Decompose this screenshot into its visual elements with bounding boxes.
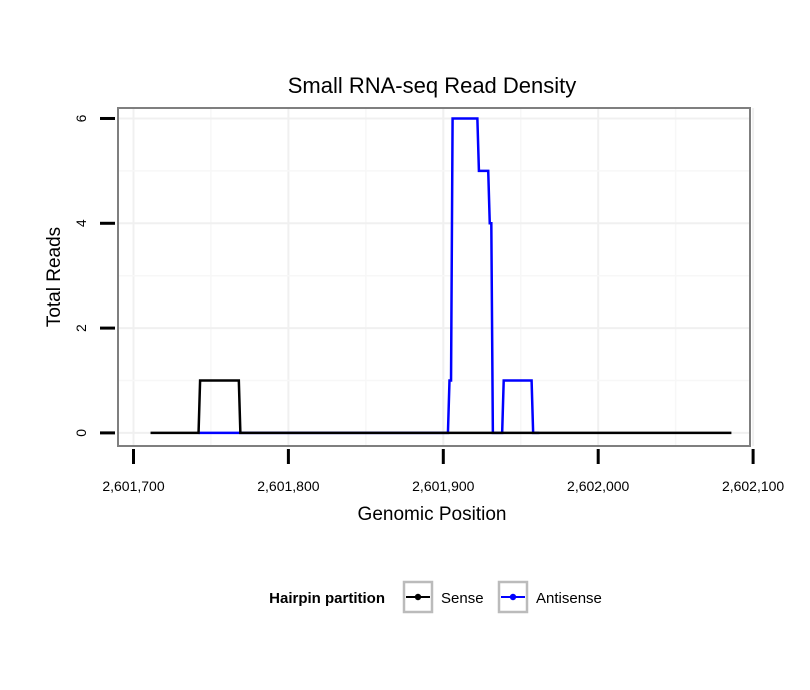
plot-panel (118, 108, 750, 446)
legend-key-point-sense (414, 593, 422, 601)
x-tick-label: 2,601,700 (102, 478, 164, 494)
chart-title: Small RNA-seq Read Density (288, 73, 577, 98)
legend-label-sense: Sense (441, 590, 484, 607)
x-tick-label: 2,602,100 (722, 478, 784, 494)
y-tick-label: 0 (73, 429, 89, 437)
legend-key-point-antisense (509, 593, 517, 601)
axis-layer: 2,601,700 2,601,800 2,601,900 2,602,000 2,60… (73, 114, 784, 494)
legend-item-sense: Sense (402, 580, 484, 614)
legend-label-antisense: Antisense (536, 590, 602, 607)
series-line-antisense (198, 117, 540, 435)
y-tick-label: 4 (73, 219, 89, 227)
legend-title: Hairpin partition (269, 590, 385, 607)
y-tick-label: 6 (73, 114, 89, 122)
x-tick-label: 2,601,800 (257, 478, 319, 494)
y-tick-label: 2 (73, 324, 89, 332)
x-tick-label: 2,601,900 (412, 478, 474, 494)
legend-item-antisense: Antisense (497, 580, 602, 614)
x-tick-label: 2,602,000 (567, 478, 629, 494)
plot-border (117, 107, 751, 447)
legend: Hairpin partition Sense Antisense (269, 580, 602, 614)
x-axis-label: Genomic Position (358, 504, 507, 525)
y-axis-label: Total Reads (44, 227, 65, 327)
series-line-sense (150, 379, 732, 435)
series-layer (150, 117, 732, 435)
